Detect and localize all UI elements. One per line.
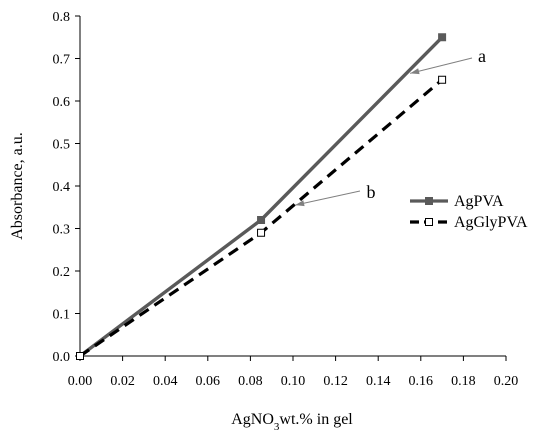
y-ticks: 0.0 0.1 0.2 0.3 0.4 0.5 0.6 0.7 0.8 [53,10,80,365]
y-tick-label: 0.3 [53,223,71,238]
annotation-arrowhead-b [295,200,305,207]
data-point-agglypva [438,75,447,84]
annotation-layer: ab [295,46,486,207]
legend-item-agpva: AgPVA [410,193,504,210]
annotation-arrow-a [410,57,473,74]
y-tick-label: 0.0 [53,350,71,365]
data-point-agpva [438,33,447,42]
legend: AgPVA AgGlyPVA [410,193,528,231]
x-tick-label: 0.16 [409,374,434,389]
legend-item-agglypva: AgGlyPVA [410,214,528,231]
y-tick-label: 0.7 [53,53,71,68]
legend-marker-agpva [425,197,433,205]
x-ticks: 0.00 0.02 0.04 0.06 0.08 0.10 0.12 0.14 0.16 0.18… [68,356,519,389]
x-tick-label: 0.14 [366,374,391,389]
x-tick-label: 0.00 [68,374,93,389]
x-axis-title-suffix: wt.% in gel [279,411,353,428]
data-point-agglypva [76,352,84,360]
y-tick-label: 0.6 [53,95,71,110]
legend-marker-agglypva [425,218,433,226]
x-axis-title-subscript: 3 [274,421,280,433]
x-tick-label: 0.02 [110,374,135,389]
x-tick-label: 0.18 [451,374,476,389]
annotation-arrow-b [295,190,361,206]
y-tick-label: 0.4 [53,180,71,195]
x-tick-label: 0.20 [494,374,519,389]
x-tick-label: 0.12 [323,374,348,389]
x-tick-label: 0.06 [196,374,221,389]
series-line-agpva [78,36,444,358]
legend-label-agglypva: AgGlyPVA [454,214,528,231]
y-tick-label: 0.2 [53,265,71,280]
legend-label-agpva: AgPVA [454,193,504,210]
data-point-agglypva [257,228,266,237]
x-tick-label: 0.10 [281,374,306,389]
y-tick-label: 0.8 [53,10,71,25]
x-axis-title: AgNO3wt.% in gel [231,411,353,433]
series-layer [76,33,447,360]
y-axis-title: Absorbance, a.u. [9,132,26,240]
y-tick-label: 0.1 [53,308,71,323]
data-point-agpva [257,216,266,224]
annotation-arrowhead-a [410,68,420,75]
x-tick-label: 0.08 [238,374,263,389]
x-axis-title-prefix: AgNO [231,411,274,428]
annotation-label-b: b [367,182,376,202]
y-tick-label: 0.5 [53,138,71,153]
x-tick-label: 0.04 [153,374,178,389]
annotation-label-a: a [478,46,486,66]
